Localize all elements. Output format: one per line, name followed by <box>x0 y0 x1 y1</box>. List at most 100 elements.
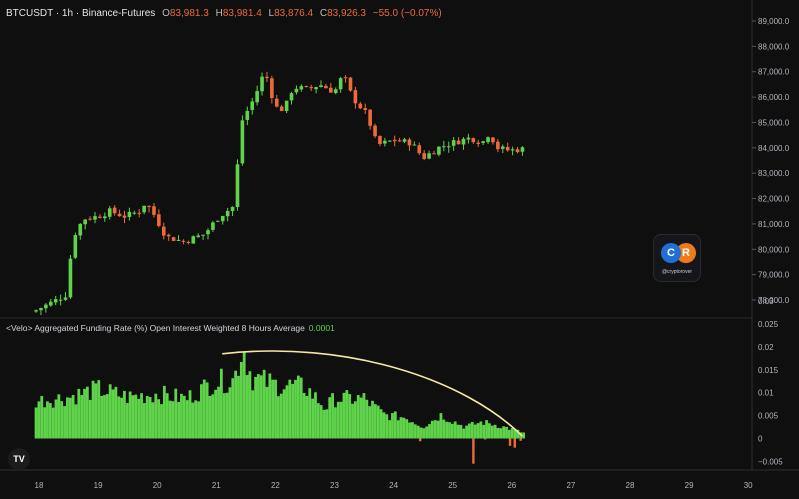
time-tick-label: 25 <box>448 481 457 490</box>
funding-bar <box>208 395 212 439</box>
candle-body <box>358 103 363 109</box>
candle-body <box>122 215 127 218</box>
funding-bar <box>43 407 46 439</box>
funding-bar <box>325 409 329 439</box>
funding-bar <box>371 400 374 439</box>
candle-body <box>53 299 58 303</box>
candle-body <box>520 147 525 152</box>
candle-body <box>348 77 353 91</box>
candle-body <box>427 153 431 159</box>
candle-body <box>196 235 200 238</box>
funding-bar <box>128 391 132 439</box>
funding-bar <box>522 432 526 439</box>
funding-bar <box>225 392 229 439</box>
candle-body <box>481 141 485 144</box>
funding-bar <box>328 397 332 439</box>
funding-bar <box>145 396 149 439</box>
high-label: H <box>215 8 223 19</box>
funding-bar <box>308 388 312 439</box>
price-tick-label: 78,000.0 <box>758 296 790 305</box>
candle-body <box>496 141 500 150</box>
funding-bar <box>507 429 511 439</box>
funding-bar <box>234 370 238 439</box>
funding-bar <box>205 382 209 439</box>
funding-bar <box>177 402 181 439</box>
funding-bar <box>114 386 118 439</box>
candle-body <box>397 140 402 142</box>
funding-bar <box>345 390 349 439</box>
price-tick-label: 86,000.0 <box>758 93 790 102</box>
open-label: O <box>162 8 170 19</box>
tradingview-logo-icon[interactable]: TV <box>8 448 30 470</box>
price-tick-label: 84,000.0 <box>758 144 790 153</box>
time-tick-label: 21 <box>212 481 221 490</box>
funding-bar <box>148 396 152 439</box>
funding-bar <box>402 417 406 439</box>
candle-body <box>466 137 471 140</box>
funding-bar <box>271 379 275 439</box>
candle-body <box>127 211 132 218</box>
candle-body <box>451 140 456 146</box>
candle-body <box>220 215 225 222</box>
funding-bar <box>399 417 403 439</box>
funding-bar <box>103 395 106 439</box>
funding-bar <box>496 427 500 439</box>
funding-bar <box>502 426 506 439</box>
chart-header: BTCUSDT · 1h · Binance-Futures O83,981.3… <box>6 8 442 19</box>
candle-body <box>83 219 87 225</box>
candle-body <box>39 308 43 311</box>
funding-bar <box>168 400 172 439</box>
candle-body <box>437 146 441 155</box>
funding-bar <box>268 373 272 439</box>
time-tick-label: 28 <box>626 481 635 490</box>
candle-body <box>299 86 304 90</box>
funding-bar <box>356 395 360 439</box>
funding-bar <box>231 378 235 439</box>
indicator-value: 0.0001 <box>308 323 335 333</box>
watermark-circle-orange: R <box>676 243 696 263</box>
funding-tick-label: −0.005 <box>758 457 783 466</box>
funding-bar <box>105 394 109 439</box>
funding-bar <box>274 379 277 439</box>
funding-bar <box>219 368 223 439</box>
funding-bar <box>505 426 508 439</box>
funding-bar <box>319 405 323 439</box>
funding-bar-negative <box>484 438 487 440</box>
candle-body <box>58 299 63 301</box>
candle-body <box>142 205 146 213</box>
candle-body <box>432 153 436 155</box>
funding-bar <box>137 398 141 439</box>
time-tick-label: 27 <box>566 481 575 490</box>
funding-bar <box>425 426 429 439</box>
candle-body <box>186 241 191 243</box>
funding-bar <box>68 397 72 439</box>
candle-body <box>98 216 102 218</box>
funding-bar <box>459 424 463 439</box>
candle-body <box>309 87 313 89</box>
funding-bar <box>359 397 363 439</box>
funding-bar <box>336 401 340 439</box>
funding-bar <box>334 407 337 439</box>
funding-bar <box>51 407 55 439</box>
candle-body <box>235 164 240 207</box>
candle-body <box>176 239 181 241</box>
funding-bar <box>85 386 89 439</box>
candle-body <box>324 85 328 89</box>
close-value: 83,926.3 <box>327 8 366 19</box>
funding-bar <box>251 390 255 439</box>
funding-bar <box>428 424 431 439</box>
watermark-handle: @cryptorover <box>661 269 693 275</box>
funding-bar <box>365 399 369 439</box>
funding-bar <box>294 379 297 439</box>
candle-body <box>510 149 515 151</box>
indicator-title: <Velo> Aggregated Funding Rate (%) Open … <box>6 323 305 333</box>
funding-bar <box>66 397 69 439</box>
funding-bar <box>88 399 92 439</box>
funding-bar <box>382 412 386 439</box>
candle-body <box>137 212 142 214</box>
candle-body <box>48 301 53 306</box>
funding-bar <box>468 423 471 439</box>
candle-body <box>88 218 92 220</box>
candle-body <box>68 258 73 298</box>
candle-body <box>378 136 382 145</box>
